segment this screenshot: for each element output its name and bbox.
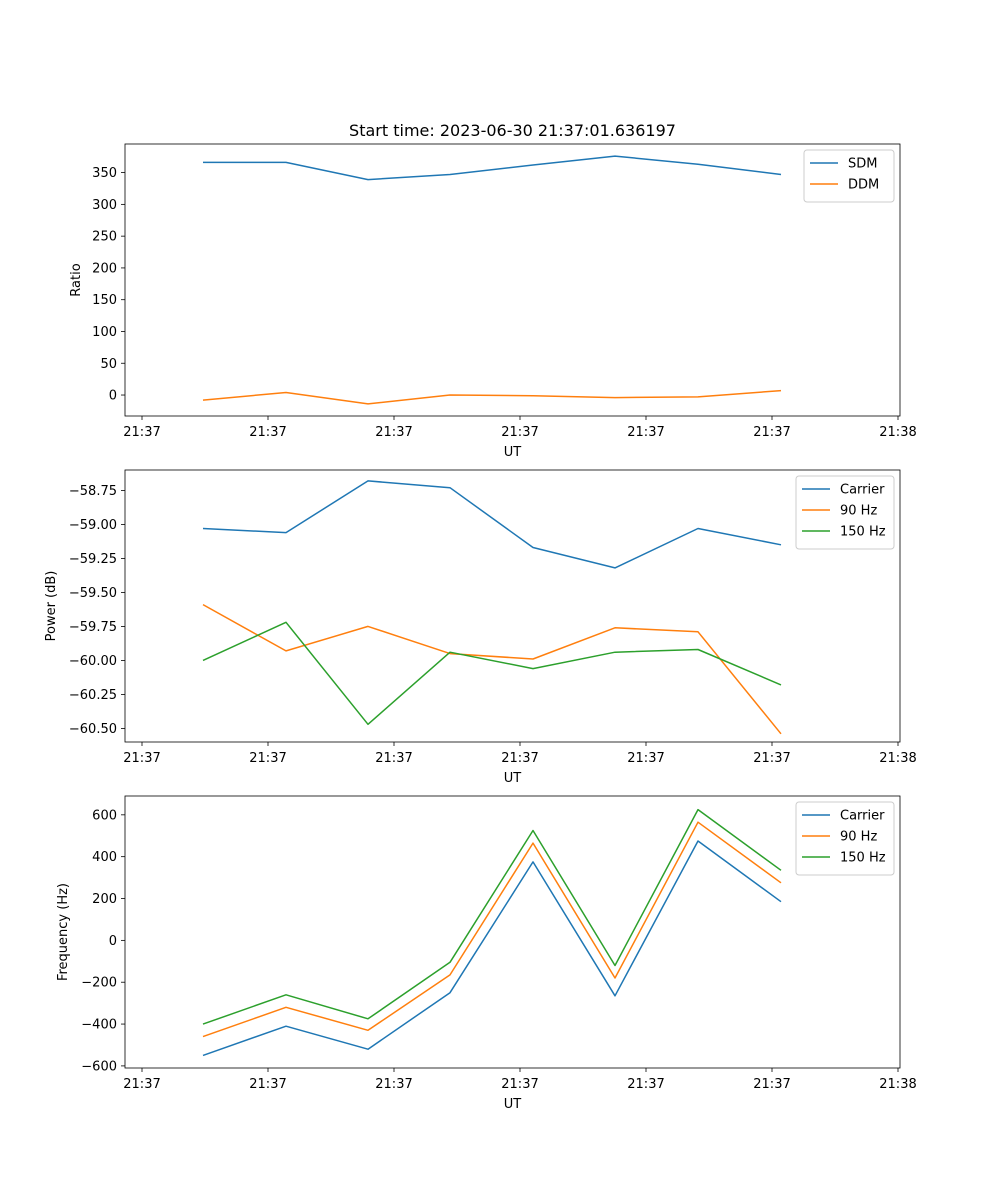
x-tick-label: 21:37 [753,425,790,440]
y-tick-label: −59.75 [69,620,117,635]
y-tick-label: −60.50 [69,722,117,737]
x-axis-label: UT [504,445,522,460]
x-tick-label: 21:37 [753,1077,790,1092]
y-axis-label: Frequency (Hz) [56,883,71,981]
y-tick-label: −59.25 [69,552,117,567]
y-tick-label: −59.00 [69,518,117,533]
series-line-150-hz [202,808,782,1025]
legend-label: 90 Hz [840,830,877,845]
x-tick-label: 21:38 [879,1077,916,1092]
y-tick-label: 350 [92,166,117,181]
series-line-90-hz [202,603,782,735]
y-tick-label: 50 [100,357,117,372]
y-tick-label: 150 [92,293,117,308]
legend: SDM DDM [803,149,895,203]
subplot-3: 21:37 21:37 21:37 21:37 21:37 21:37 21:38 −600 −… [56,795,917,1112]
x-axis-label: UT [504,1097,522,1112]
y-tick-label: 400 [92,850,117,865]
x-tick-label: 21:37 [375,751,412,766]
x-tick-label: 21:37 [627,1077,664,1092]
legend-label: 150 Hz [840,525,886,540]
y-tick-label: 200 [92,261,117,276]
x-tick-label: 21:37 [753,751,790,766]
x-tick-label: 21:37 [627,425,664,440]
series-line-sdm [203,155,782,181]
legend: Carrier 90 Hz 150 Hz [795,801,895,876]
subplot-1: 21:37 21:37 21:37 21:37 21:37 21:37 21:38 0 50 10… [69,121,917,460]
y-tick-label: −60.25 [69,688,117,703]
x-tick-label: 21:37 [627,751,664,766]
x-tick-label: 21:37 [375,425,412,440]
y-tick-label: −400 [81,1018,117,1033]
y-tick-label: −600 [81,1059,117,1074]
axes-frame [124,469,901,743]
y-tick-label: −60.00 [69,654,117,669]
y-tick-label: 250 [92,230,117,245]
legend-label: Carrier [840,483,885,498]
y-axis-label: Power (dB) [44,571,59,642]
x-tick-label: 21:37 [501,1077,538,1092]
y-tick-label: 100 [92,325,117,340]
series-line-carrier [202,480,782,569]
legend: Carrier 90 Hz 150 Hz [795,475,895,550]
legend-label: 150 Hz [840,851,886,866]
x-tick-label: 21:38 [879,425,916,440]
legend-label: 90 Hz [840,504,877,519]
x-tick-label: 21:38 [879,751,916,766]
series-line-90-hz [202,821,782,1038]
x-tick-label: 21:37 [249,751,286,766]
x-tick-label: 21:37 [249,425,286,440]
series-line-ddm [202,389,782,405]
x-tick-label: 21:37 [123,751,160,766]
x-tick-label: 21:37 [375,1077,412,1092]
x-tick-label: 21:37 [123,1077,160,1092]
y-tick-label: 200 [92,892,117,907]
y-tick-label: 0 [109,934,117,949]
legend-label: Carrier [840,809,885,824]
axes-frame [124,795,901,1069]
y-tick-label: −59.50 [69,586,117,601]
y-tick-label: 600 [92,808,117,823]
x-tick-label: 21:37 [501,425,538,440]
x-tick-label: 21:37 [501,751,538,766]
y-tick-label: −58.75 [69,484,117,499]
series-line-150-hz [202,621,782,726]
y-tick-label: −200 [81,976,117,991]
y-tick-label: 0 [109,389,117,404]
axes-frame [124,143,901,417]
y-axis-label: Ratio [69,263,84,296]
legend-label: SDM [848,157,877,172]
x-tick-label: 21:37 [123,425,160,440]
legend-label: DDM [848,178,879,193]
series-line-carrier [202,840,782,1057]
y-tick-label: 300 [92,198,117,213]
x-tick-label: 21:37 [249,1077,286,1092]
chart-title: Start time: 2023-06-30 21:37:01.636197 [349,121,676,140]
subplot-2: 21:37 21:37 21:37 21:37 21:37 21:37 21:38 −58.7… [44,469,917,786]
x-axis-label: UT [504,771,522,786]
